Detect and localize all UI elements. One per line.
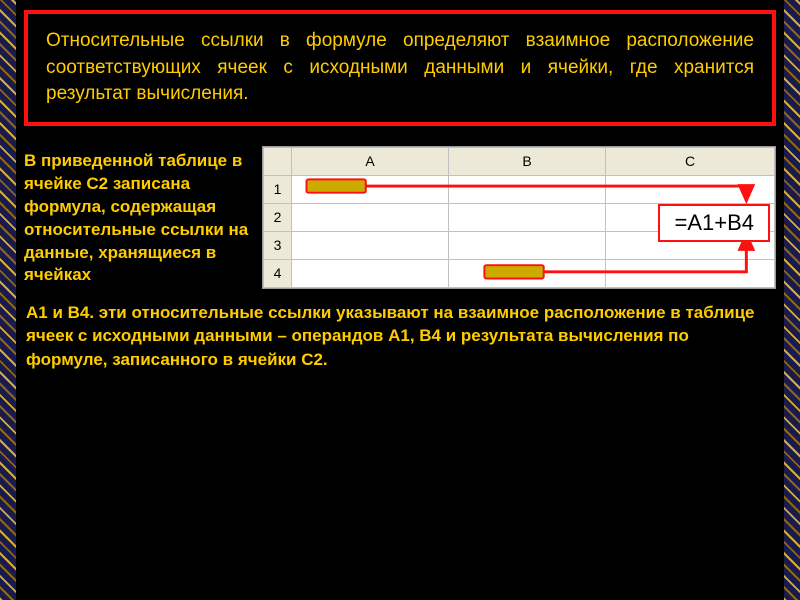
row-header-3: 3 [264,231,292,259]
corner-cell [264,147,292,175]
formula-box: =A1+B4 [658,204,770,242]
formula-text: =A1+B4 [674,210,754,235]
row-header-1: 1 [264,175,292,203]
cell-C1 [606,175,775,203]
middle-row: В приведенной таблице в ячейке С2 записа… [24,146,776,289]
cell-A1 [292,175,449,203]
col-header-C: C [606,147,775,175]
decorative-border-left [0,0,16,600]
row-header-2: 2 [264,203,292,231]
row-header-4: 4 [264,259,292,287]
decorative-border-right [784,0,800,600]
col-header-A: A [292,147,449,175]
cell-C4 [606,259,775,287]
cell-B3 [449,231,606,259]
bottom-paragraph: А1 и В4. эти относительные ссылки указыв… [24,301,776,371]
cell-B1 [449,175,606,203]
cell-A4 [292,259,449,287]
slide-content: Относительные ссылки в формуле определяю… [16,0,784,600]
cell-B4 [449,259,606,287]
cell-B2 [449,203,606,231]
cell-A2 [292,203,449,231]
definition-box: Относительные ссылки в формуле определяю… [24,10,776,126]
spreadsheet-wrap: A B C 1 2 [262,146,776,289]
definition-text: Относительные ссылки в формуле определяю… [46,28,754,108]
cell-A3 [292,231,449,259]
col-header-B: B [449,147,606,175]
left-paragraph: В приведенной таблице в ячейке С2 записа… [24,146,254,288]
